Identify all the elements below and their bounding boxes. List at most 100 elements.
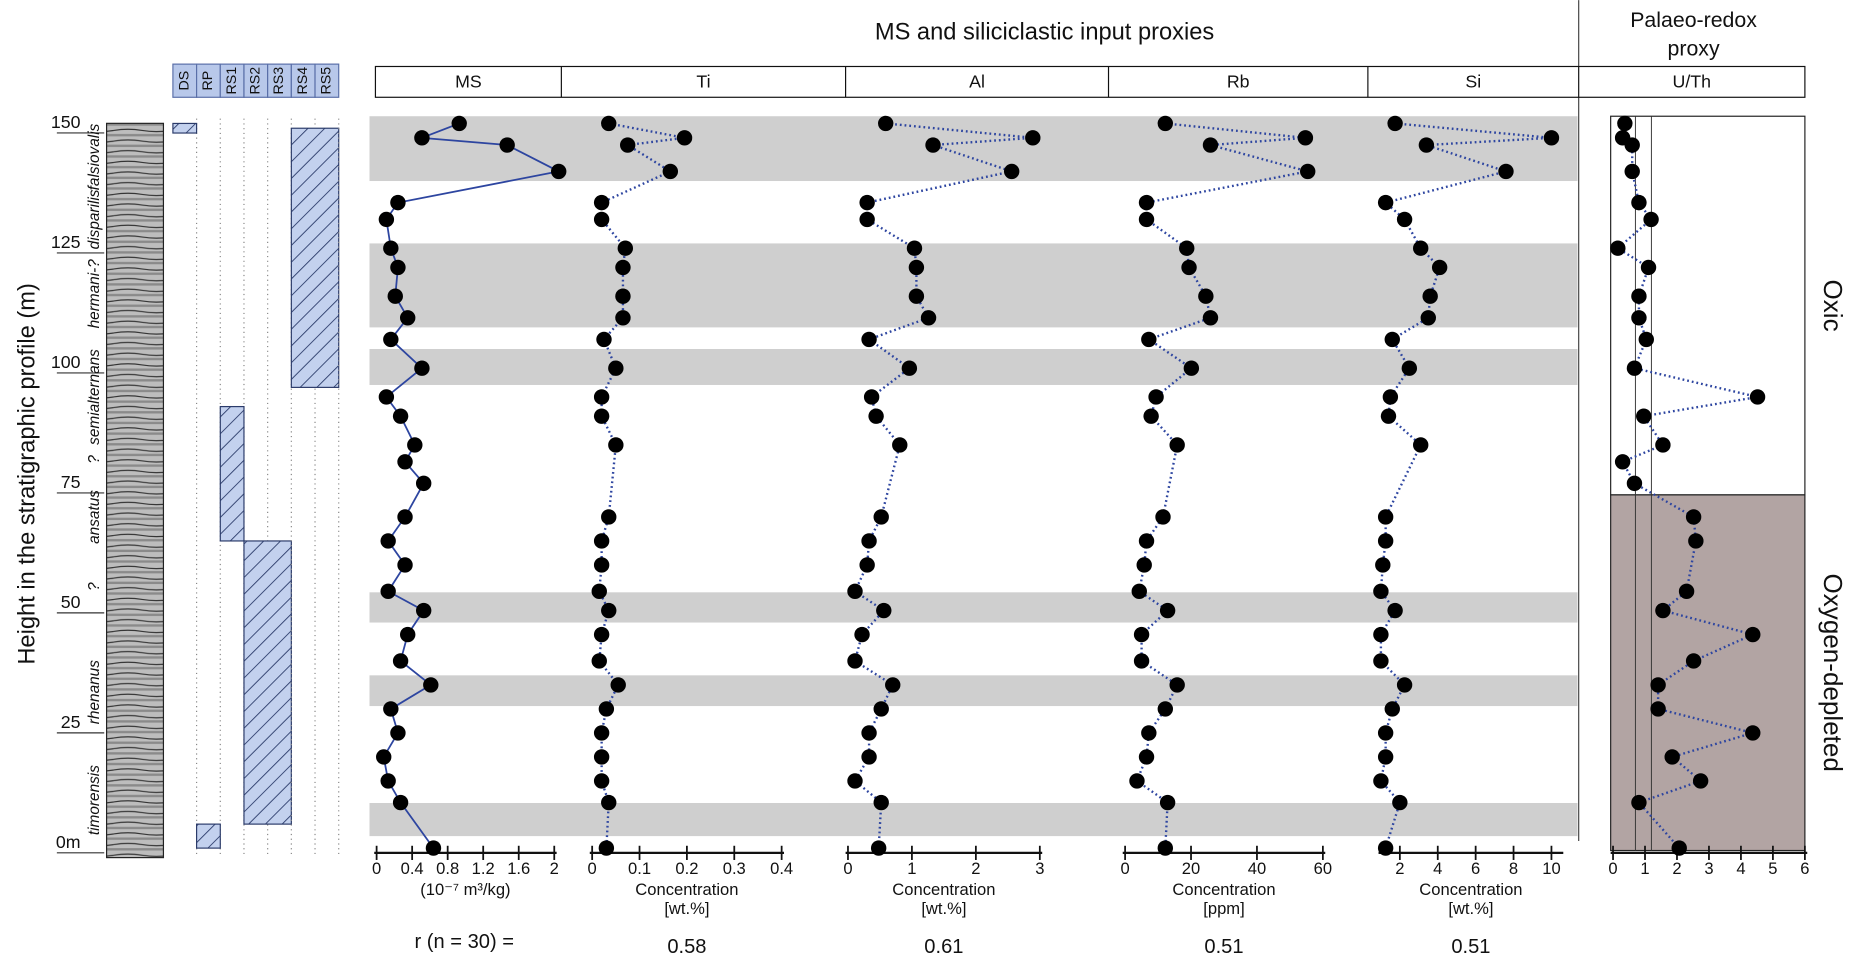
x-tick-label: 0.4 [770, 859, 793, 878]
data-point [598, 840, 615, 856]
data-point [1159, 602, 1176, 619]
data-point [1377, 194, 1394, 211]
panel-header: Si [1465, 72, 1481, 92]
zone-label: ? [86, 582, 103, 591]
panel-header: Ti [696, 72, 710, 92]
data-point [1384, 331, 1400, 348]
data-point [1671, 840, 1687, 856]
data-point [387, 288, 403, 304]
data-point [873, 509, 889, 525]
data-point [1373, 626, 1389, 643]
data-point [598, 701, 615, 717]
r-value: 0.51 [1204, 936, 1243, 958]
data-point [1169, 437, 1185, 453]
group-title: Palaeo-redox [1630, 8, 1757, 32]
data-point [1157, 701, 1174, 717]
data-point [1614, 454, 1631, 470]
data-point [876, 602, 892, 619]
data-point [1655, 437, 1671, 453]
zone-label: ? [86, 455, 103, 464]
r-value: 0.61 [924, 936, 963, 958]
data-point [619, 137, 636, 153]
data-point [854, 626, 870, 643]
panel-header: Rb [1227, 72, 1250, 92]
data-point [1138, 211, 1155, 228]
data-point [601, 794, 617, 811]
data-point [1377, 840, 1394, 856]
data-point [1624, 137, 1640, 153]
data-point [1413, 437, 1429, 453]
data-point [859, 557, 875, 573]
shaded-interval [369, 116, 1578, 182]
data-point [1133, 653, 1150, 669]
data-point [1420, 310, 1436, 326]
x-tick-label: 2 [1395, 859, 1404, 878]
data-point [1141, 725, 1157, 741]
zone-label: disparilis [86, 189, 103, 249]
x-axis-label: Concentration [1172, 880, 1275, 899]
data-point [499, 137, 515, 153]
data-point [397, 509, 413, 525]
data-point [593, 626, 610, 643]
data-point [425, 840, 442, 856]
data-point [1297, 130, 1314, 146]
redox-region [1610, 494, 1806, 852]
data-point [1129, 773, 1145, 789]
x-tick-label: 1 [907, 859, 916, 878]
data-point [1396, 211, 1413, 228]
data-point [608, 360, 624, 376]
data-point [390, 259, 406, 276]
data-point [591, 583, 607, 600]
data-point [617, 240, 634, 256]
data-point [1431, 259, 1448, 276]
data-point [593, 194, 610, 211]
data-point [1638, 331, 1654, 348]
data-point [451, 115, 467, 132]
data-point [1373, 653, 1389, 669]
profile-line [1379, 122, 1552, 849]
data-point [868, 408, 884, 424]
data-point [1422, 288, 1438, 304]
data-point [390, 725, 406, 741]
data-point [380, 533, 396, 549]
data-point [615, 288, 631, 304]
data-point [608, 437, 624, 453]
data-point [1377, 749, 1394, 765]
data-point [1375, 557, 1391, 573]
data-point [1136, 557, 1152, 573]
data-point [1543, 130, 1560, 146]
data-point [1636, 408, 1652, 424]
data-point [1384, 701, 1400, 717]
x-tick-label: 0 [1608, 859, 1617, 878]
data-point [383, 331, 399, 348]
x-tick-label: 6 [1800, 859, 1809, 878]
x-tick-label: 3 [1035, 859, 1044, 878]
data-point [1148, 389, 1164, 405]
panel-header: U/Th [1673, 72, 1711, 92]
data-point [1181, 259, 1197, 276]
data-point [1377, 533, 1394, 549]
data-point [1745, 725, 1761, 741]
data-point [378, 211, 395, 228]
profile-line [382, 122, 562, 849]
column-label: RS5 [319, 67, 335, 95]
zone-label: timorensis [86, 765, 103, 835]
data-point [415, 602, 432, 619]
data-point [1377, 725, 1394, 741]
data-point [1155, 509, 1171, 525]
data-point [1382, 389, 1399, 405]
data-point [601, 115, 617, 132]
x-axis-label: [ppm] [1203, 899, 1244, 918]
shaded-interval [369, 348, 1578, 385]
data-point [1650, 701, 1666, 717]
data-point [1183, 360, 1200, 376]
data-point [601, 602, 617, 619]
data-point [1664, 749, 1680, 765]
data-point [1624, 163, 1640, 180]
column-label: RS4 [295, 67, 311, 95]
data-point [414, 360, 430, 376]
data-point [1373, 583, 1389, 600]
data-point [1685, 509, 1702, 525]
